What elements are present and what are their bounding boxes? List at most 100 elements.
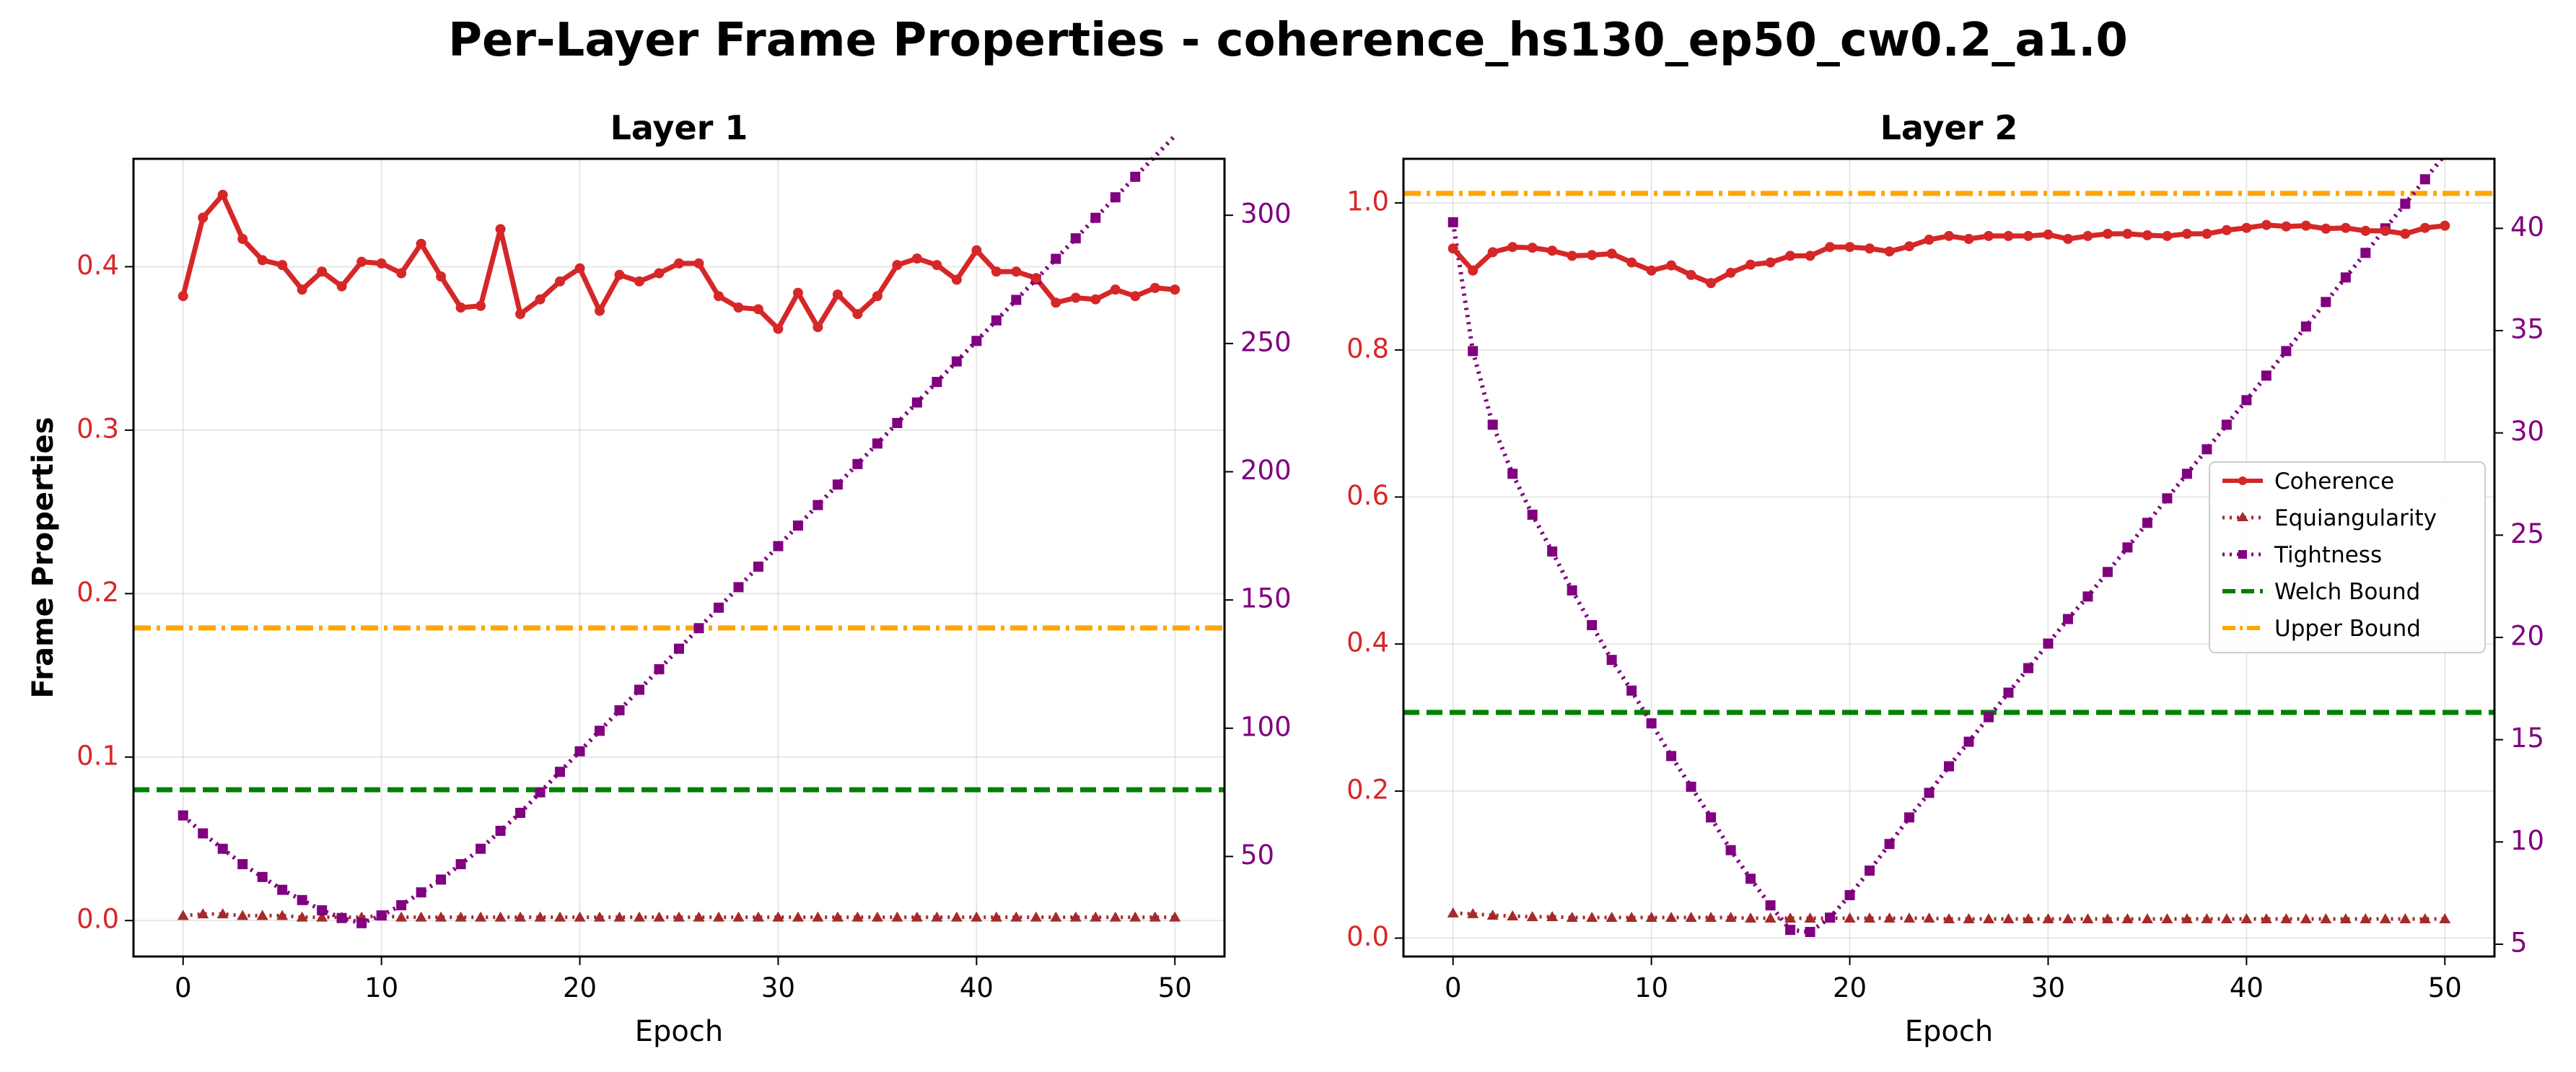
layer-1-tightness-point [693, 623, 704, 634]
layer-1-equiangularity-point [990, 911, 1002, 922]
layer-1-coherence-point [713, 291, 724, 302]
layer-1-equiangularity-point [1090, 911, 1102, 922]
layer-1-equiangularity-point [395, 911, 408, 922]
layer-1-tightness-point [773, 541, 784, 552]
layer-1-equiangularity-point [455, 911, 467, 922]
layer-1-equiangularity-point [1030, 911, 1042, 922]
layer-1-coherence-point [476, 300, 486, 311]
layer-1-equiangularity-point [693, 911, 705, 922]
layer-2-coherence-point [1983, 230, 1994, 241]
layer-1-coherence-point [237, 233, 248, 244]
layer-1-tightness-point [951, 356, 962, 367]
layer-2-coherence-point [1686, 269, 1696, 280]
layer-1-coherence-point [317, 266, 328, 277]
layer-1-coherence-point [812, 322, 823, 333]
layer-2-tightness-point [1745, 873, 1756, 884]
layer-2-coherence-point [1487, 247, 1498, 258]
layer-2-coherence-point [2181, 228, 2192, 239]
layer-2-coherence-point [1963, 234, 1974, 245]
layer-1-coherence-point [217, 189, 228, 200]
layer-2-coherence-point [2043, 229, 2054, 240]
layer-1-coherence-point [991, 266, 1002, 277]
layer-1-coherence-point [852, 309, 863, 320]
layer-2-coherence-point [1706, 278, 1717, 289]
layer-2-coherence-point [2400, 228, 2411, 239]
layer-1-equiangularity-point [634, 911, 646, 922]
layer-2-equiangularity-point [1566, 912, 1578, 923]
layer-1-right-tick-label: 200 [1240, 455, 1292, 486]
legend-marker-tightness [2238, 550, 2247, 559]
legend-entry-tightness: Tightness [2222, 542, 2382, 568]
layer-1-equiangularity-point [237, 910, 249, 920]
layer-2-coherence-point [1745, 259, 1756, 270]
layer-2-tightness-point [1983, 712, 1994, 723]
layer-2-x-axis-label: Epoch [1905, 1015, 1993, 1048]
layer-1-coherence-point [436, 271, 447, 282]
layer-2-equiangularity-point [2399, 913, 2411, 924]
layer-2-tightness-point [1904, 812, 1915, 823]
layer-2-tightness-point [1805, 927, 1815, 937]
legend-entry-equiangularity: Equiangularity [2222, 505, 2437, 531]
layer-2-x-tick-label: 30 [2031, 972, 2065, 1003]
layer-2-coherence-point [1785, 250, 1796, 261]
layer-1-coherence-point [535, 294, 546, 305]
layer-1-tightness-point [396, 899, 407, 910]
layer-2-equiangularity-point [1546, 911, 1559, 922]
layer-1-coherence-point [257, 255, 268, 266]
layer-2-tightness-point [1507, 469, 1518, 479]
layer-2-coherence-point [2261, 219, 2271, 230]
layer-1-coherence-point [932, 260, 942, 271]
layer-1-tightness-point [792, 520, 803, 531]
layer-2-coherence-point [1646, 265, 1657, 276]
layer-1-axes-frame [132, 157, 1226, 958]
legend-label-welch-bound: Welch Bound [2274, 579, 2420, 605]
layer-2-equiangularity-point [1705, 912, 1717, 923]
layer-1-tightness-point [198, 828, 209, 839]
layer-1-equiangularity-point [1169, 911, 1181, 922]
layer-1-tightness-point [495, 825, 506, 836]
layer-1-tightness-point [297, 894, 307, 905]
layer-2-coherence-point [1805, 250, 1815, 261]
layer-2-coherence-point [2102, 228, 2113, 239]
layer-1-coherence-point [1149, 282, 1160, 293]
layer-2-coherence-point [2142, 230, 2152, 240]
layer-1-equiangularity-point [732, 911, 745, 922]
layer-2-equiangularity-point [1685, 912, 1697, 923]
layer-2-tightness-point [2043, 638, 2054, 649]
layer-1-equiangularity-point [494, 911, 507, 922]
layer-1-tightness-point [555, 767, 566, 777]
layer-2-coherence-point [1844, 242, 1855, 253]
layer-1-tightness-line [181, 134, 1177, 925]
layer-1-equiangularity-point [673, 911, 685, 922]
layer-2-coherence-point [2300, 220, 2311, 231]
layer-1-tightness-point [356, 918, 367, 928]
layer-1-tightness-point [654, 664, 665, 675]
layer-2-tightness-point [1825, 912, 1836, 923]
layer-2-tightness-point [1844, 890, 1855, 900]
layer-1-coherence-point [1011, 266, 1022, 277]
layer-2-title: Layer 2 [1880, 108, 2018, 147]
layer-1-tightness-point [416, 887, 426, 898]
layer-2-x-tick-label: 0 [1445, 972, 1462, 1003]
layer-2-x-tick-label: 50 [2428, 972, 2462, 1003]
layer-2-coherence-point [2281, 221, 2292, 232]
layer-1-equiangularity-point [931, 911, 943, 922]
layer-2-equiangularity-point [2042, 913, 2054, 924]
layer-2-tightness-point [2281, 346, 2292, 357]
layer-1-tightness-point [277, 884, 288, 895]
layer-2-tightness-point [1547, 546, 1558, 557]
layer-2-equiangularity-point [1586, 912, 1598, 923]
layer-2-equiangularity-point [2121, 913, 2134, 924]
layer-2-equiangularity-point [1447, 907, 1459, 918]
layer-2-coherence-point [2202, 228, 2212, 239]
layer-1-equiangularity-point [475, 911, 487, 922]
layer-1-equiangularity-point [792, 911, 804, 922]
layer-1-right-tick-label: 100 [1240, 711, 1292, 742]
layer-1-tightness-point [892, 417, 903, 428]
layer-1-coherence-point [574, 263, 585, 274]
layer-1-coherence-point [595, 305, 605, 316]
layer-2-equiangularity-point [2022, 913, 2034, 924]
layer-2-coherence-point [1904, 241, 1915, 252]
layer-1-left-tick-label: 0.0 [76, 904, 119, 935]
layer-1-tightness-point [476, 843, 486, 854]
